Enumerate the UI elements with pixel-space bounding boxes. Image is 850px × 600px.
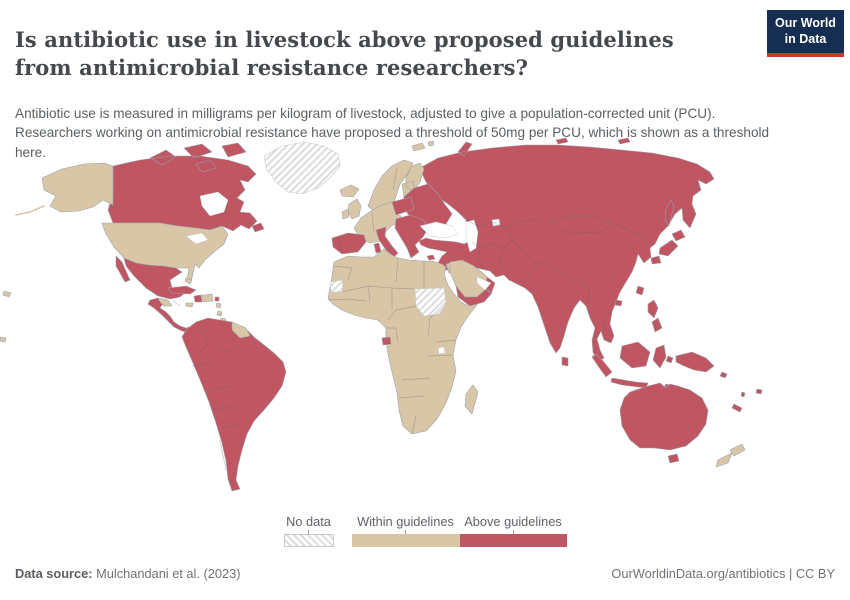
owid-link[interactable]: OurWorldinData.org/antibiotics | CC BY <box>611 566 835 581</box>
country-greenland[interactable] <box>263 141 341 195</box>
region-iberia[interactable] <box>331 232 367 255</box>
aleutian-islands <box>15 205 45 216</box>
lakes-and-inland-seas <box>185 191 501 355</box>
region-caribbean-above[interactable] <box>167 285 220 303</box>
region-belize-honduras[interactable] <box>157 297 173 307</box>
region-south-america[interactable] <box>181 317 287 492</box>
chart-subtitle: Antibiotic use is measured in milligrams… <box>15 105 770 160</box>
legend-above-label: Above guidelines <box>464 514 562 529</box>
data-source: Data source: Mulchandani et al. (2023) <box>15 566 241 581</box>
legend-tick <box>405 530 406 534</box>
legend-within-label: Within guidelines <box>357 514 454 529</box>
legend-no-data-swatch <box>283 534 334 547</box>
map-legend: No data Within guidelines Above guidelin… <box>0 514 850 547</box>
data-source-label: Data source: <box>15 566 93 581</box>
legend-no-data-label: No data <box>286 514 331 529</box>
country-new-zealand[interactable] <box>715 443 746 468</box>
country-iceland[interactable] <box>339 184 360 198</box>
region-pacific-islands[interactable] <box>719 371 763 413</box>
country-equatorial-guinea[interactable] <box>381 336 392 346</box>
country-madagascar[interactable] <box>464 384 479 415</box>
country-borders <box>171 167 653 471</box>
region-guyanas[interactable] <box>231 321 251 339</box>
legend-no-data[interactable]: No data <box>283 514 334 547</box>
country-united-kingdom[interactable] <box>347 198 362 220</box>
country-sudan[interactable] <box>414 287 447 317</box>
owid-logo-line2: in Data <box>784 32 827 47</box>
country-western-sahara[interactable] <box>329 279 344 293</box>
country-japan[interactable] <box>650 229 686 265</box>
page-title: Is antibiotic use in livestock above pro… <box>15 27 674 80</box>
legend-within-guidelines[interactable]: Within guidelines <box>351 514 460 547</box>
country-poland[interactable] <box>391 196 415 216</box>
region-caribbean-within[interactable] <box>184 277 227 324</box>
owid-logo-line1: Our World <box>775 16 836 30</box>
data-source-value: Mulchandani et al. (2023) <box>92 566 241 581</box>
legend-tick <box>308 530 309 534</box>
owid-logo[interactable]: Our World in Data <box>767 10 844 57</box>
chart-footer: Data source: Mulchandani et al. (2023) O… <box>15 566 835 581</box>
country-canada[interactable] <box>107 142 265 233</box>
legend-tick <box>512 530 514 534</box>
legend-above-swatch <box>459 534 567 547</box>
legend-color-bar: Within guidelines Above guidelines <box>351 514 567 547</box>
country-australia[interactable] <box>619 382 709 464</box>
legend-within-swatch <box>351 534 460 547</box>
legend-above-guidelines[interactable]: Above guidelines <box>459 514 567 547</box>
country-russia-asia[interactable] <box>418 137 715 363</box>
country-ireland[interactable] <box>341 208 350 220</box>
region-pacific-islets[interactable] <box>0 290 12 343</box>
region-asia-islands[interactable] <box>561 285 663 367</box>
